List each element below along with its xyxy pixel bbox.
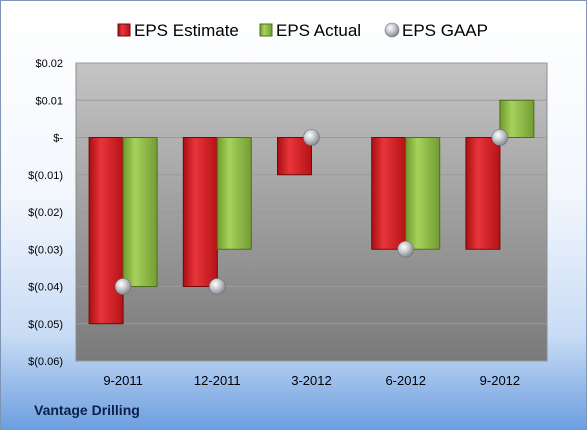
y-tick-label: $0.02 bbox=[35, 58, 63, 70]
estimate-bar bbox=[88, 137, 124, 325]
estimate-bar bbox=[371, 137, 407, 250]
legend: EPS Estimate EPS Actual EPS GAAP bbox=[117, 21, 488, 40]
gaap-markers bbox=[114, 129, 509, 295]
legend-swatch bbox=[259, 23, 273, 37]
y-tick-label: $(0.04) bbox=[28, 282, 63, 294]
gaap-marker bbox=[209, 278, 226, 295]
estimate-bar bbox=[465, 137, 501, 250]
y-tick-label: $- bbox=[53, 133, 63, 145]
company-name: Vantage Drilling bbox=[34, 402, 140, 418]
actual-bar bbox=[122, 137, 158, 287]
estimate-bar bbox=[182, 137, 218, 287]
y-axis: $0.02 $0.01 $- $(0.01) $(0.02) $(0.03) $(0.04)… bbox=[28, 58, 63, 368]
x-tick-label: 12-2011 bbox=[194, 373, 241, 388]
x-tick-label: 9-2012 bbox=[480, 373, 520, 388]
estimate-bar bbox=[277, 137, 312, 176]
gaap-marker bbox=[114, 278, 132, 295]
legend-label: EPS Actual bbox=[276, 21, 361, 40]
gaap-marker bbox=[491, 129, 509, 146]
legend-marker bbox=[384, 22, 400, 38]
x-tick-label: 6-2012 bbox=[385, 373, 425, 388]
actual-bar bbox=[216, 137, 252, 250]
x-tick-label: 3-2012 bbox=[291, 373, 331, 388]
y-tick-label: $(0.05) bbox=[28, 319, 63, 331]
actual-bar bbox=[499, 99, 535, 138]
gaap-marker bbox=[303, 129, 320, 146]
bars bbox=[88, 99, 535, 325]
y-tick-label: $0.01 bbox=[35, 95, 63, 107]
y-tick-label: $(0.06) bbox=[28, 356, 63, 368]
legend-swatch bbox=[117, 23, 131, 37]
legend-label: EPS Estimate bbox=[134, 21, 239, 40]
gaap-marker bbox=[397, 240, 415, 258]
actual-bar bbox=[405, 137, 441, 250]
legend-label: EPS GAAP bbox=[402, 21, 488, 40]
y-tick-label: $(0.03) bbox=[28, 244, 63, 256]
x-tick-label: 9-2011 bbox=[103, 373, 143, 388]
y-tick-label: $(0.02) bbox=[28, 207, 63, 219]
y-tick-label: $(0.01) bbox=[28, 170, 63, 182]
x-axis: 9-2011 12-2011 3-2012 6-2012 9-2012 bbox=[103, 373, 520, 388]
